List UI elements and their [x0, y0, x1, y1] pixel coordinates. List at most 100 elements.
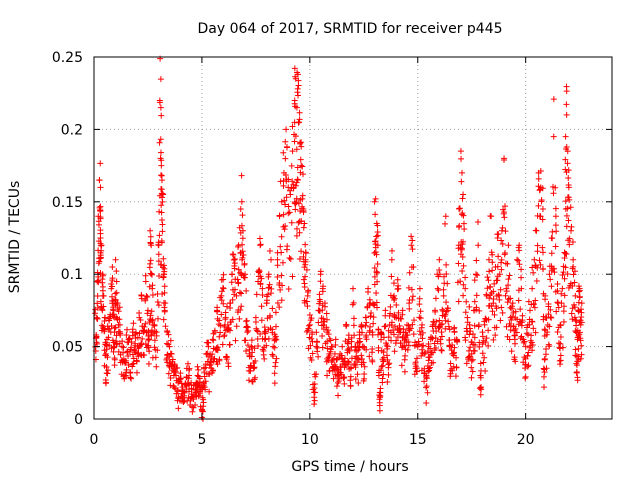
data-point — [350, 315, 357, 322]
data-point — [226, 341, 233, 348]
data-point — [282, 138, 289, 145]
data-point — [436, 317, 443, 324]
data-point — [116, 304, 123, 311]
data-point — [308, 335, 315, 342]
data-point — [421, 370, 428, 377]
data-point — [471, 322, 478, 329]
data-point — [286, 209, 293, 216]
data-point — [366, 353, 373, 360]
data-point — [120, 344, 127, 351]
data-point — [374, 278, 381, 285]
data-point — [332, 336, 339, 343]
data-point — [521, 354, 528, 361]
data-point — [418, 324, 425, 331]
data-point — [155, 258, 162, 265]
data-point — [482, 368, 489, 375]
data-point — [539, 185, 546, 192]
data-point — [100, 303, 107, 310]
data-point — [436, 256, 443, 263]
data-point — [164, 328, 171, 335]
data-point — [387, 310, 394, 317]
data-point — [524, 352, 531, 359]
data-point — [158, 112, 165, 119]
data-point — [536, 187, 543, 194]
data-point — [370, 314, 377, 321]
data-point — [482, 315, 489, 322]
data-point — [151, 344, 158, 351]
data-point — [437, 321, 444, 328]
data-point — [231, 291, 238, 298]
data-point — [425, 357, 432, 364]
data-point — [370, 300, 377, 307]
data-point — [520, 339, 527, 346]
data-point — [286, 254, 293, 261]
data-point — [265, 273, 272, 280]
data-point — [575, 307, 582, 314]
data-point — [480, 359, 487, 366]
data-point — [142, 320, 149, 327]
data-point — [239, 235, 246, 242]
data-point — [507, 326, 514, 333]
data-point — [109, 263, 116, 270]
data-point — [156, 99, 163, 106]
data-point — [273, 355, 280, 362]
data-point — [378, 330, 385, 337]
data-point — [527, 343, 534, 350]
data-point — [220, 271, 227, 278]
data-point — [151, 328, 158, 335]
data-point — [325, 331, 332, 338]
data-point — [286, 187, 293, 194]
data-point — [522, 375, 529, 382]
data-point — [367, 323, 374, 330]
data-point — [488, 249, 495, 256]
data-point — [205, 339, 212, 346]
data-point — [416, 314, 423, 321]
data-point — [228, 279, 235, 286]
data-point — [276, 212, 283, 219]
data-point — [219, 341, 226, 348]
data-point — [239, 254, 246, 261]
data-point — [248, 337, 255, 344]
data-point — [147, 312, 154, 319]
data-point — [417, 315, 424, 322]
data-point — [287, 255, 294, 262]
data-point — [416, 285, 423, 292]
data-point — [494, 263, 501, 270]
data-point — [539, 216, 546, 223]
data-point — [557, 333, 564, 340]
data-point — [135, 353, 142, 360]
data-point — [304, 303, 311, 310]
data-point — [384, 356, 391, 363]
data-point — [169, 356, 176, 363]
data-point — [438, 347, 445, 354]
data-point — [274, 273, 281, 280]
data-point — [257, 331, 264, 338]
data-point — [461, 226, 468, 233]
data-point — [313, 343, 320, 350]
data-point — [371, 273, 378, 280]
data-point — [134, 369, 141, 376]
data-point — [490, 288, 497, 295]
data-point — [97, 184, 104, 191]
data-point — [457, 148, 464, 155]
data-point — [569, 283, 576, 290]
data-point — [97, 215, 104, 222]
data-point — [564, 160, 571, 167]
data-point — [96, 204, 103, 211]
data-point — [377, 389, 384, 396]
data-point — [313, 338, 320, 345]
data-point — [157, 136, 164, 143]
data-point — [306, 322, 313, 329]
data-point — [146, 348, 153, 355]
data-point — [395, 282, 402, 289]
data-point — [533, 278, 540, 285]
data-point — [377, 367, 384, 374]
data-point — [372, 248, 379, 255]
data-point — [384, 379, 391, 386]
data-point — [324, 338, 331, 345]
data-point — [505, 282, 512, 289]
data-point — [466, 303, 473, 310]
data-point — [304, 327, 311, 334]
data-point — [177, 375, 184, 382]
data-point — [146, 336, 153, 343]
